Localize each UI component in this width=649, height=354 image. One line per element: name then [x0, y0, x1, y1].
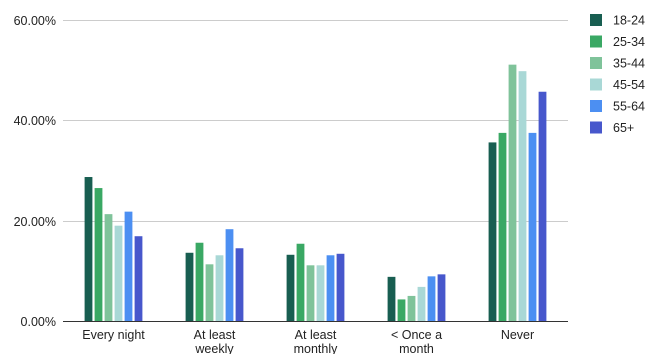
x-category-label-line: Every night — [82, 328, 145, 342]
legend-label: 25-34 — [613, 35, 645, 49]
x-category-label: At least monthly — [294, 328, 339, 354]
bar — [195, 242, 204, 321]
bar — [104, 214, 113, 321]
legend-label: 45-54 — [613, 78, 645, 92]
bar — [538, 91, 547, 322]
bar — [296, 243, 305, 321]
legend-label: 35-44 — [613, 57, 645, 71]
bar — [306, 265, 315, 321]
y-tick-label: 40.00% — [14, 114, 56, 128]
legend-swatch — [590, 57, 602, 69]
bar — [397, 299, 406, 321]
bar — [528, 132, 537, 322]
bar — [407, 295, 416, 321]
bar — [94, 188, 103, 321]
legend: 18-24 25-34 35-44 45-54 55-64 65+ — [590, 14, 645, 135]
bar — [427, 276, 436, 321]
bar — [437, 274, 446, 321]
x-category-label-line: Never — [501, 328, 534, 342]
bar — [518, 71, 527, 321]
gridlines — [63, 20, 568, 322]
legend-swatch — [590, 121, 602, 134]
legend-swatch — [590, 14, 602, 26]
bar — [417, 286, 426, 321]
bar — [134, 236, 143, 321]
bar — [488, 142, 497, 321]
legend-swatch — [590, 100, 602, 112]
legend-swatch — [590, 35, 602, 48]
bar — [336, 253, 345, 321]
x-category-label-line: < Once a — [391, 328, 442, 342]
x-category-label-line: month — [399, 342, 434, 354]
bar — [215, 255, 224, 321]
legend-label: 55-64 — [613, 100, 645, 114]
y-tick-label: 0.00% — [21, 315, 56, 329]
bar — [185, 252, 194, 321]
legend-label: 65+ — [613, 121, 634, 135]
y-axis: 0.00% 20.00% 40.00% 60.00% — [14, 14, 56, 329]
bar — [225, 229, 234, 321]
x-category-label-line: weekly — [194, 342, 234, 354]
bar — [316, 265, 325, 321]
legend-swatch — [590, 78, 602, 91]
y-tick-label: 60.00% — [14, 14, 56, 28]
bar — [498, 132, 507, 322]
x-category-label-line: At least — [194, 328, 236, 342]
bar — [286, 254, 295, 321]
bar — [326, 255, 335, 321]
bar — [387, 276, 396, 321]
bar — [205, 264, 214, 321]
x-category-label: Never — [501, 328, 534, 342]
bars — [84, 64, 547, 322]
x-category-label: < Once a month — [391, 328, 442, 354]
bar — [84, 177, 93, 321]
y-tick-label: 20.00% — [14, 215, 56, 229]
x-category-label: Every night — [82, 328, 145, 342]
x-category-label-line: At least — [295, 328, 337, 342]
bar — [124, 211, 133, 321]
bar — [508, 64, 517, 322]
legend-label: 18-24 — [613, 14, 645, 28]
x-category-label-line: monthly — [294, 342, 339, 354]
bar — [114, 225, 123, 321]
x-category-label: At least weekly — [194, 328, 236, 354]
bar — [235, 248, 244, 321]
